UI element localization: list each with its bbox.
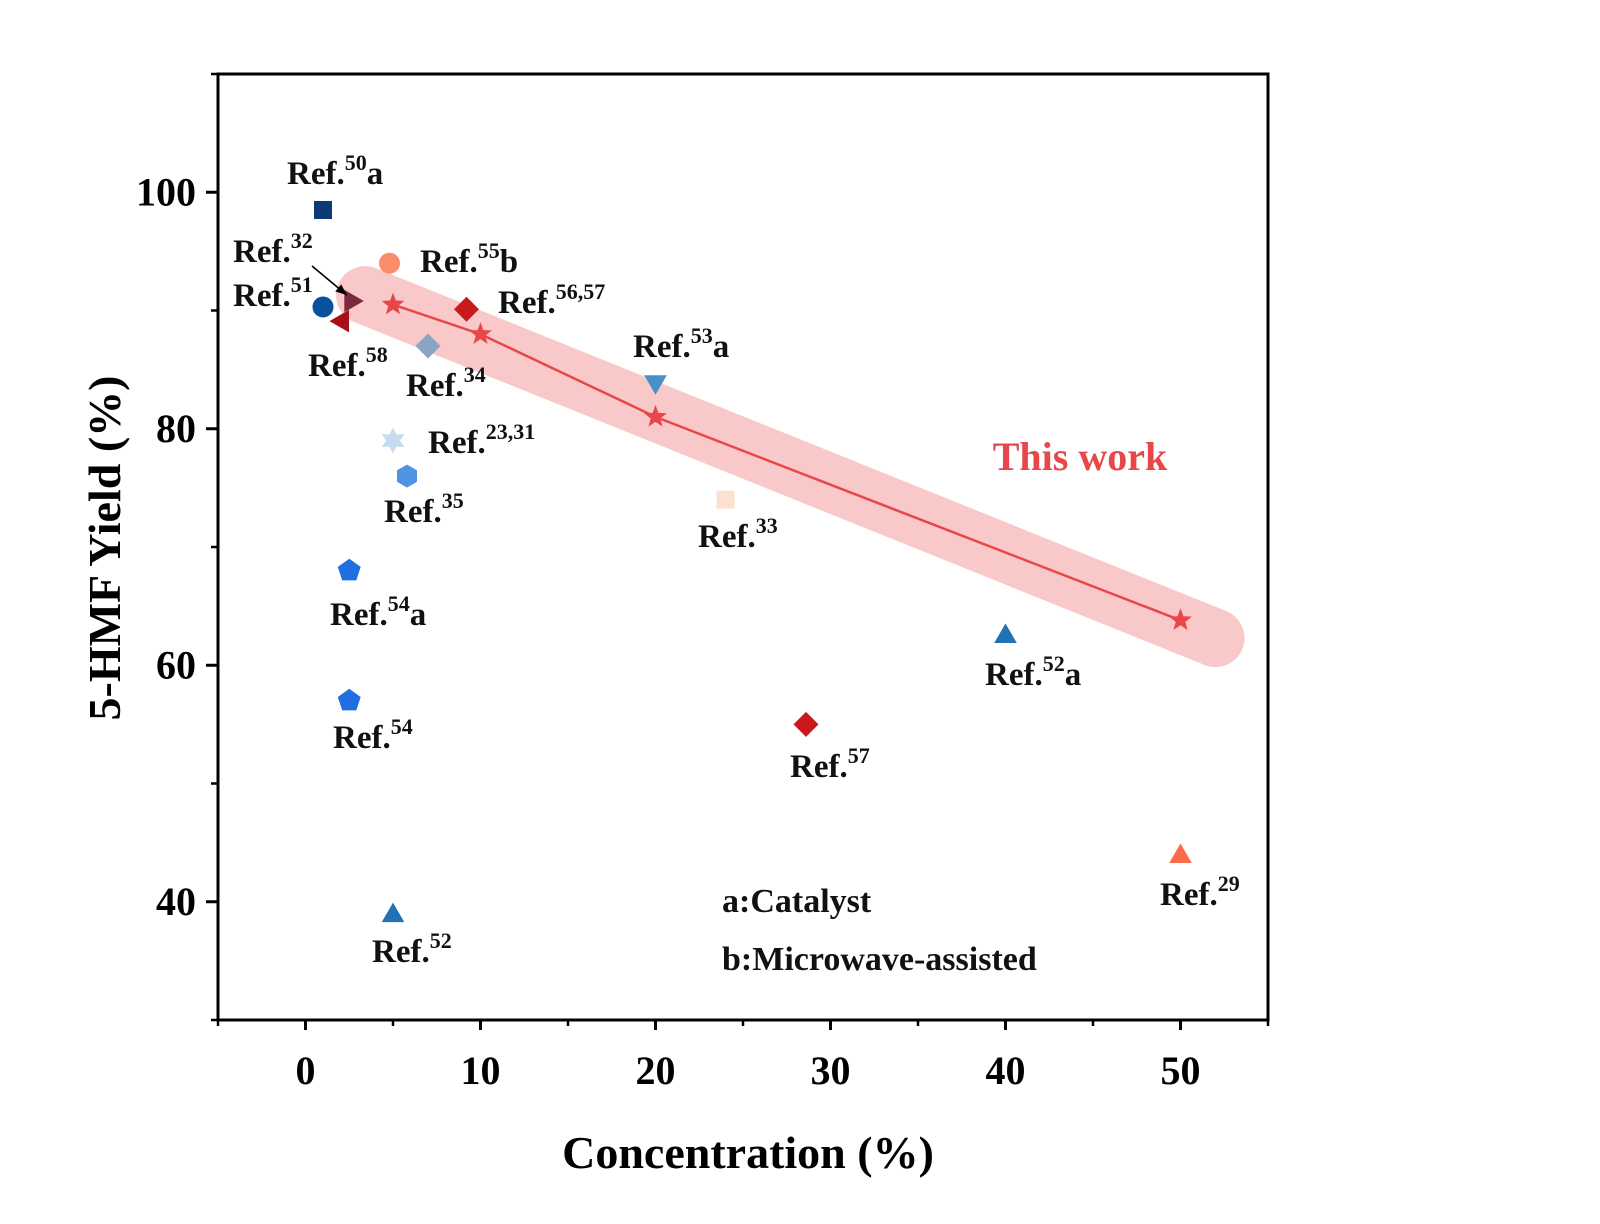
y-tick-label: 60 xyxy=(156,642,196,687)
this-work-series xyxy=(381,292,1192,630)
x-axis-title: Concentration (%) xyxy=(562,1127,934,1178)
this-work-point xyxy=(469,322,492,344)
ref-label: Ref.50a xyxy=(287,150,383,192)
ref-point-33 xyxy=(716,490,735,509)
ref-label: Ref.55b xyxy=(420,238,518,280)
this-work-line xyxy=(392,303,1181,622)
this-work-highlight-band xyxy=(336,266,1245,668)
ref-point-54-a xyxy=(337,558,361,581)
ref-label: Ref.52 xyxy=(372,928,452,970)
ref-label: Ref.54 xyxy=(333,714,413,756)
axis-ticks: 0 10 20 30 40 50 40 60 80 100 xyxy=(136,72,1270,1093)
this-work-point xyxy=(381,292,405,315)
ref-point-35 xyxy=(397,464,417,488)
ref-point-57 xyxy=(793,711,819,737)
ref-point-56-57 xyxy=(454,296,479,322)
ref-label: Ref.56,57 xyxy=(498,279,605,321)
ref-point-58 xyxy=(329,309,349,333)
this-work-point xyxy=(1169,608,1192,630)
x-tick-label: 0 xyxy=(296,1048,316,1093)
y-tick-label: 100 xyxy=(136,169,196,214)
ref-label: Ref.58 xyxy=(308,342,388,384)
this-work-highlight-band-stroke xyxy=(336,266,1245,668)
ref-label: Ref.51 xyxy=(233,272,313,314)
y-tick-label: 40 xyxy=(156,879,196,924)
this-work-label: This work xyxy=(993,434,1168,479)
x-tick-label: 50 xyxy=(1161,1048,1201,1093)
ref-32-arrowhead xyxy=(335,284,347,296)
ref-label: Ref.34 xyxy=(406,362,486,404)
annotation-microwave: b:Microwave-assisted xyxy=(722,941,1037,978)
ref-label: Ref.32 xyxy=(233,228,313,270)
ref-label: Ref.57 xyxy=(790,743,870,785)
annotation-catalyst: a:Catalyst xyxy=(722,883,872,920)
ref-point-34 xyxy=(415,333,441,359)
ref-label: Ref.23,31 xyxy=(428,419,535,461)
y-tick-label: 80 xyxy=(156,406,196,451)
ref-label: Ref.29 xyxy=(1160,871,1240,913)
x-tick-label: 40 xyxy=(986,1048,1026,1093)
x-tick-label: 10 xyxy=(461,1048,501,1093)
y-axis-title: 5-HMF Yield (%) xyxy=(79,376,130,721)
ref-point-50-a xyxy=(314,200,332,219)
ref-label: Ref.52a xyxy=(985,651,1081,693)
this-work-point xyxy=(644,404,667,427)
ref-point-29 xyxy=(1169,843,1192,863)
ref-point-32 xyxy=(344,289,364,313)
ref-label: Ref.54a xyxy=(330,591,426,633)
ref-label: Ref.35 xyxy=(384,488,464,530)
x-tick-label: 20 xyxy=(636,1048,676,1093)
ref-point-53-a xyxy=(644,375,667,395)
x-tick-label: 30 xyxy=(811,1048,851,1093)
ref-label: Ref.33 xyxy=(698,513,778,555)
ref-point-51 xyxy=(312,296,334,318)
ref-label: Ref.53a xyxy=(633,323,729,365)
ref-point-55-b xyxy=(379,252,400,274)
ref-point-52 xyxy=(381,902,405,923)
ref-point-54 xyxy=(337,688,361,711)
reference-points xyxy=(312,200,1192,923)
ref-point-52-a xyxy=(994,623,1017,643)
ref-point-23-31 xyxy=(381,427,405,454)
